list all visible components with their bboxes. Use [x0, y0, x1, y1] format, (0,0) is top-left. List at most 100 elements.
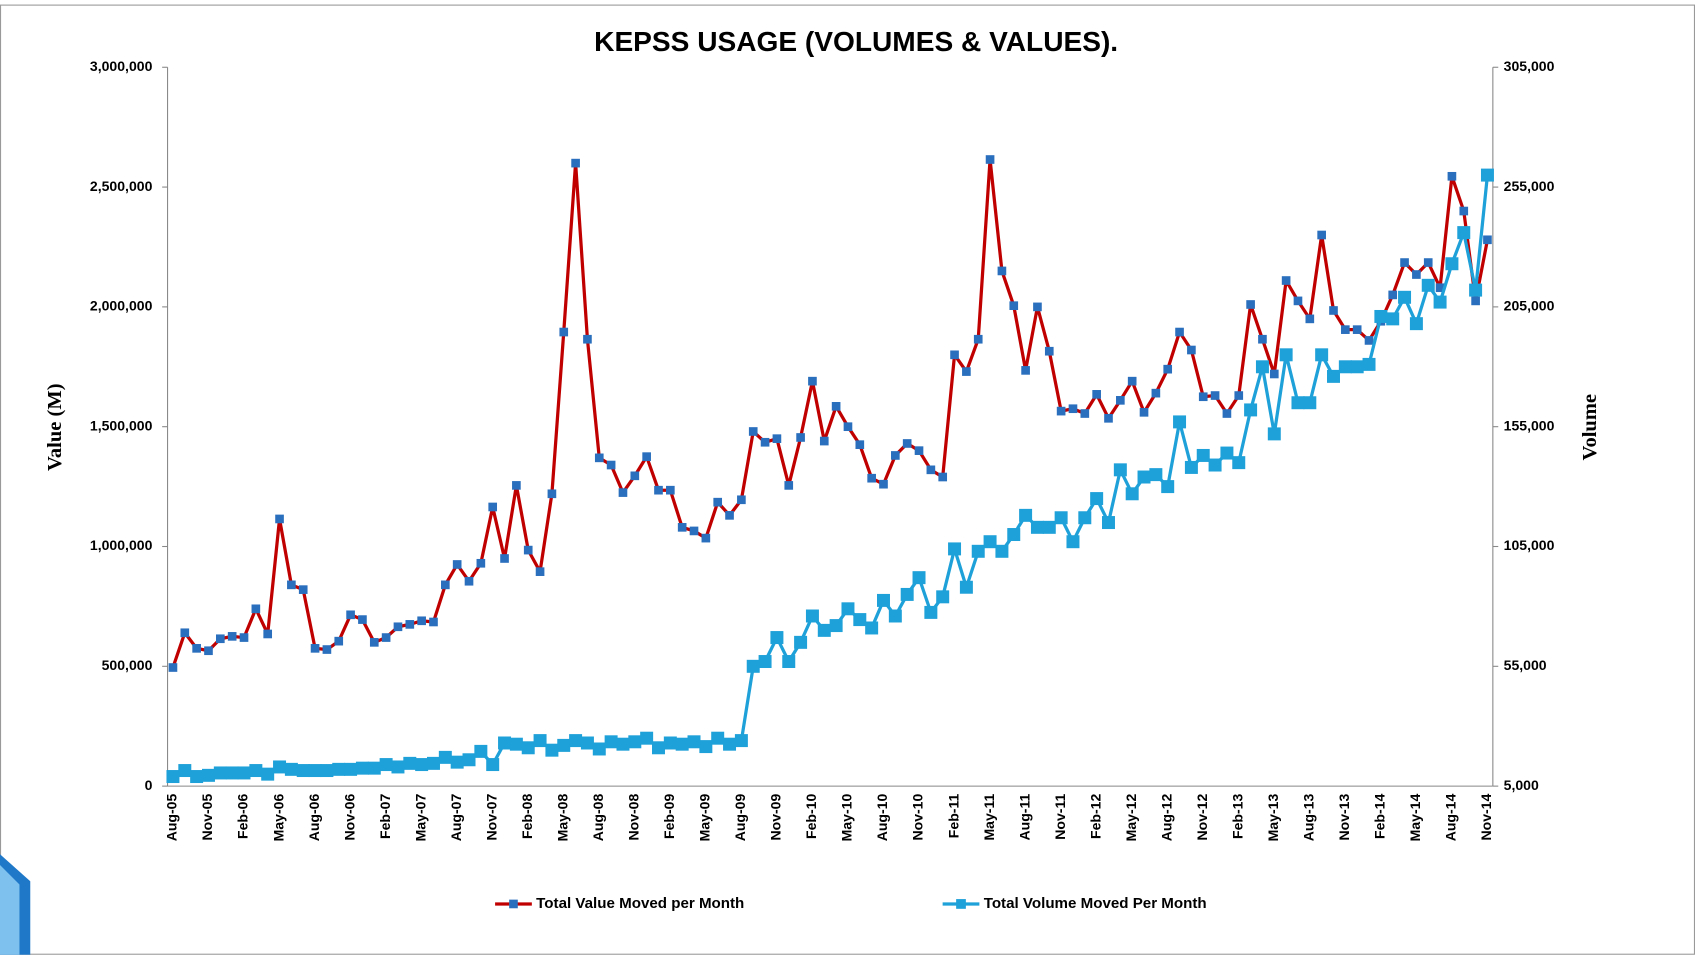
- data-point: [275, 514, 284, 524]
- data-point: [239, 633, 249, 642]
- data-point: [902, 439, 912, 448]
- data-point: [630, 471, 640, 481]
- data-point: [592, 742, 606, 756]
- data-point: [488, 502, 498, 512]
- data-point: [251, 604, 261, 614]
- data-point: [900, 587, 914, 601]
- x-tick-label: Aug-14: [1443, 794, 1459, 842]
- data-point: [358, 615, 367, 624]
- data-point: [464, 576, 474, 586]
- data-point: [1090, 492, 1104, 506]
- chart-border: [0, 4, 1695, 955]
- data-point: [204, 646, 213, 656]
- data-point: [772, 434, 782, 443]
- data-point: [962, 367, 971, 376]
- data-point: [819, 436, 829, 446]
- data-point: [1151, 388, 1161, 398]
- y2-tick-label: 5,000: [1504, 777, 1539, 793]
- data-point: [263, 629, 273, 639]
- data-point: [237, 766, 251, 780]
- data-point: [1421, 278, 1435, 292]
- data-point: [486, 758, 500, 772]
- y-tick-label: 3,000,000: [90, 58, 153, 74]
- y2-tick-label: 105,000: [1504, 537, 1555, 553]
- y-axis-title: Value (M): [44, 383, 66, 471]
- data-point: [216, 634, 225, 644]
- data-point: [1412, 270, 1421, 279]
- data-point: [381, 633, 391, 642]
- data-point: [1480, 168, 1494, 182]
- corner-decoration: [0, 865, 20, 955]
- data-point: [571, 158, 580, 168]
- data-point: [1327, 369, 1340, 383]
- data-point: [843, 422, 853, 432]
- x-tick-label: Feb-13: [1229, 794, 1245, 839]
- data-point: [1305, 314, 1315, 324]
- data-point: [1139, 407, 1149, 417]
- data-point: [628, 735, 642, 749]
- x-tick-label: Nov-11: [1052, 794, 1068, 840]
- data-point: [666, 485, 675, 495]
- x-tick-label: Feb-07: [377, 794, 393, 839]
- data-point: [782, 655, 796, 669]
- data-point: [509, 737, 523, 751]
- x-tick-label: Aug-11: [1016, 794, 1032, 841]
- data-point: [261, 767, 275, 781]
- data-point: [569, 734, 583, 748]
- data-point: [346, 610, 355, 620]
- data-point: [393, 622, 403, 632]
- data-point: [1198, 392, 1208, 402]
- x-tick-label: Nov-09: [768, 794, 784, 841]
- data-point: [618, 488, 628, 497]
- data-point: [379, 758, 393, 772]
- data-point: [770, 631, 784, 645]
- data-point: [1423, 258, 1433, 267]
- data-point: [580, 736, 594, 750]
- data-point: [1341, 325, 1350, 334]
- data-point: [760, 437, 770, 447]
- data-point: [734, 734, 748, 748]
- data-point: [877, 593, 890, 607]
- data-point: [1030, 520, 1044, 534]
- x-tick-label: May-08: [554, 794, 570, 842]
- data-point: [1019, 508, 1033, 522]
- data-point: [296, 764, 310, 778]
- data-point: [476, 558, 486, 568]
- x-tick-label: Aug-07: [448, 794, 464, 842]
- data-point: [429, 617, 438, 627]
- data-point: [926, 465, 936, 475]
- data-point: [1293, 296, 1303, 306]
- data-point: [652, 741, 665, 755]
- data-point: [950, 350, 959, 360]
- x-tick-label: Feb-06: [235, 794, 251, 839]
- data-point: [1208, 458, 1222, 472]
- data-point: [1281, 276, 1291, 285]
- data-point: [971, 544, 985, 558]
- data-point: [959, 580, 973, 594]
- data-point: [391, 760, 405, 774]
- x-tick-label: May-07: [412, 794, 428, 842]
- data-point: [711, 731, 725, 745]
- data-point: [924, 605, 938, 619]
- y-tick-label: 1,500,000: [90, 417, 153, 433]
- x-tick-label: May-10: [839, 794, 855, 842]
- data-point: [654, 485, 663, 495]
- data-point: [1457, 226, 1471, 240]
- x-tick-label: May-13: [1265, 794, 1281, 842]
- data-point: [1175, 327, 1184, 337]
- data-point: [808, 376, 817, 386]
- data-point: [606, 460, 616, 470]
- data-point: [912, 571, 926, 585]
- data-point: [192, 644, 201, 653]
- data-point: [334, 636, 344, 646]
- data-point: [320, 764, 334, 778]
- data-point: [1078, 511, 1092, 525]
- data-point: [1173, 415, 1187, 429]
- y2-tick-label: 205,000: [1504, 298, 1555, 314]
- data-point: [1161, 480, 1175, 494]
- y-tick-label: 500,000: [102, 657, 153, 673]
- y-tick-label: 0: [145, 777, 153, 793]
- data-point: [498, 736, 512, 750]
- data-point: [1269, 369, 1279, 379]
- data-point: [405, 620, 415, 629]
